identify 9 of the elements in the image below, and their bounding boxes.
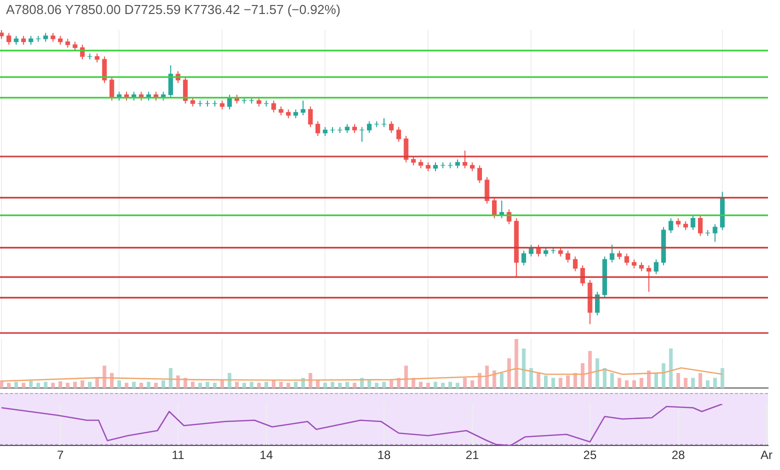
x-tick-label: 28 (672, 448, 686, 462)
x-tick-label: 18 (377, 448, 391, 462)
x-tick-label: 7 (56, 448, 64, 462)
x-tick-label: 14 (260, 448, 274, 462)
text: A7808.06 Y7850.00 D7725.59 K7736.42 −71.57 (−0.92%) (6, 2, 340, 18)
x-tick-label: Ar (760, 448, 773, 462)
x-tick-label: 11 (172, 448, 185, 462)
x-tick-label: 21 (466, 448, 480, 462)
x-tick-label: 25 (583, 448, 597, 462)
